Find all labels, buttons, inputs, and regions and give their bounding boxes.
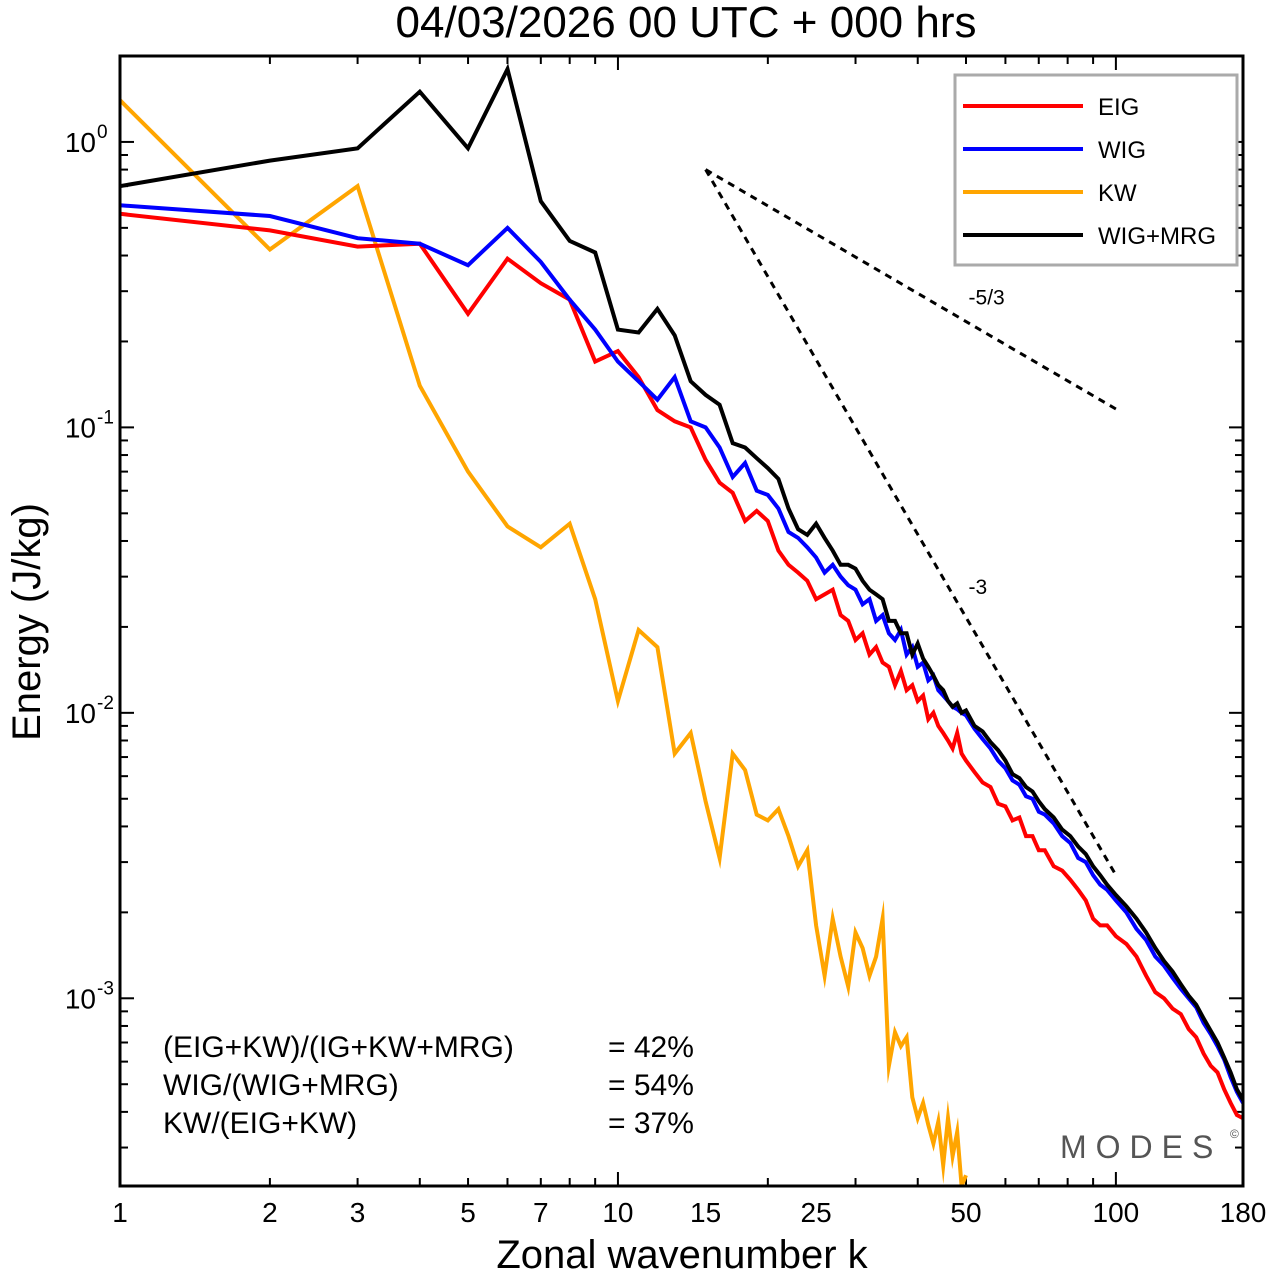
series-line-wig-mrg bbox=[120, 63, 1243, 1102]
ratio-label: (EIG+KW)/(IG+KW+MRG) bbox=[163, 1031, 514, 1064]
y-tick-label: 10 -3 bbox=[65, 978, 114, 1014]
legend-item: KW bbox=[963, 180, 1137, 207]
legend-item: WIG bbox=[963, 137, 1146, 164]
legend: EIG WIG KW WIG+MRG bbox=[953, 73, 1239, 267]
reference-line-label: -5/3 bbox=[969, 286, 1005, 309]
legend-item: EIG bbox=[963, 94, 1139, 121]
chart-title: 04/03/2026 00 UTC + 000 hrs bbox=[396, 0, 977, 47]
x-tick-label: 7 bbox=[533, 1197, 549, 1228]
series-line-eig bbox=[120, 211, 1243, 1120]
y-tick-exponent: -2 bbox=[97, 693, 114, 714]
y-tick-exponent: -3 bbox=[97, 978, 114, 999]
y-tick-base: 10 bbox=[65, 412, 96, 443]
y-tick-label: 10 -2 bbox=[65, 693, 114, 729]
ratio-value: = 54% bbox=[608, 1069, 694, 1102]
x-tick-label: 15 bbox=[690, 1197, 721, 1228]
logo-text: MODES bbox=[1060, 1129, 1222, 1165]
legend-label: WIG bbox=[1098, 137, 1146, 164]
x-tick-label: 50 bbox=[950, 1197, 981, 1228]
y-tick-exponent: 0 bbox=[97, 122, 108, 143]
y-tick-base: 10 bbox=[65, 983, 96, 1014]
reference-line bbox=[704, 168, 1118, 876]
ratio-annotation: KW/(EIG+KW) = 37% bbox=[163, 1107, 694, 1140]
y-tick-label: 10 0 bbox=[65, 122, 108, 158]
x-tick-labels: 1 2 3 5 7 10 15 25 50 100 180 bbox=[112, 1197, 1266, 1228]
ratio-label: KW/(EIG+KW) bbox=[163, 1107, 357, 1140]
x-tick-label: 5 bbox=[460, 1197, 476, 1228]
ratio-annotation: WIG/(WIG+MRG) = 54% bbox=[163, 1069, 694, 1102]
ratio-annotations: (EIG+KW)/(IG+KW+MRG) = 42% WIG/(WIG+MRG) = … bbox=[163, 1031, 694, 1140]
slope-reference-lines: -5/3 -3 bbox=[704, 168, 1118, 876]
series-line-kw bbox=[120, 98, 968, 1186]
legend-label: EIG bbox=[1098, 94, 1139, 121]
modes-logo: MODES © bbox=[1060, 1127, 1239, 1165]
legend-label: KW bbox=[1098, 180, 1137, 207]
x-tick-label: 1 bbox=[112, 1197, 128, 1228]
reference-line-label: -3 bbox=[969, 576, 988, 599]
x-tick-label: 180 bbox=[1220, 1197, 1267, 1228]
series-lines bbox=[120, 63, 1243, 1186]
ratio-value: = 42% bbox=[608, 1031, 694, 1064]
legend-item: WIG+MRG bbox=[963, 223, 1216, 250]
y-tick-base: 10 bbox=[65, 127, 96, 158]
y-axis-label: Energy (J/kg) bbox=[5, 503, 49, 741]
copyright-mark: © bbox=[1230, 1127, 1239, 1141]
plot-frame bbox=[118, 54, 1245, 1188]
y-tick-base: 10 bbox=[65, 698, 96, 729]
x-tick-label: 10 bbox=[602, 1197, 633, 1228]
legend-items: EIG WIG KW WIG+MRG bbox=[963, 94, 1216, 250]
x-tick-label: 100 bbox=[1093, 1197, 1140, 1228]
x-axis-label: Zonal wavenumber k bbox=[496, 1233, 868, 1277]
y-tick-label: 10 -1 bbox=[65, 407, 114, 443]
legend-label: WIG+MRG bbox=[1098, 223, 1216, 250]
x-tick-label: 2 bbox=[262, 1197, 278, 1228]
ratio-label: WIG/(WIG+MRG) bbox=[163, 1069, 399, 1102]
ratio-annotation: (EIG+KW)/(IG+KW+MRG) = 42% bbox=[163, 1031, 694, 1064]
x-tick-label: 3 bbox=[350, 1197, 366, 1228]
ratio-value: = 37% bbox=[608, 1107, 694, 1140]
reference-line bbox=[704, 168, 1117, 411]
x-tick-label: 25 bbox=[801, 1197, 832, 1228]
y-tick-exponent: -1 bbox=[97, 407, 114, 428]
